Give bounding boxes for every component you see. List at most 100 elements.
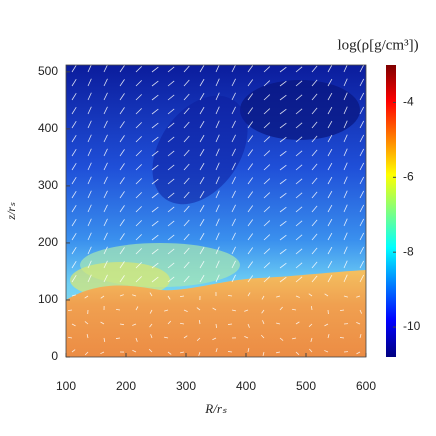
- velocity-vector: [71, 261, 77, 269]
- velocity-vector: [295, 80, 303, 87]
- velocity-vector: [183, 121, 190, 129]
- velocity-vector: [119, 93, 125, 101]
- velocity-vector: [311, 205, 318, 213]
- y-tick-label: 0: [51, 349, 58, 363]
- velocity-vector: [262, 351, 265, 356]
- velocity-vector: [215, 65, 220, 73]
- velocity-vector: [167, 262, 175, 269]
- velocity-vector: [327, 78, 333, 87]
- velocity-vector: [86, 334, 89, 339]
- velocity-vector: [71, 205, 77, 213]
- velocity-vector: [244, 335, 249, 339]
- velocity-vector: [199, 274, 205, 283]
- velocity-vector: [199, 78, 205, 87]
- velocity-vector: [103, 337, 106, 343]
- velocity-vector: [295, 206, 303, 213]
- velocity-vector: [311, 163, 318, 171]
- velocity-vector: [215, 348, 218, 353]
- velocity-vector: [359, 232, 365, 241]
- velocity-vector: [119, 177, 125, 185]
- y-tick-label: 200: [38, 235, 58, 249]
- velocity-vector: [260, 334, 265, 339]
- velocity-vector: [167, 150, 175, 157]
- velocity-vector: [308, 293, 313, 297]
- velocity-vector: [215, 204, 220, 213]
- velocity-vector: [311, 79, 318, 87]
- velocity-vector: [100, 295, 105, 299]
- velocity-vector: [327, 204, 333, 213]
- velocity-vector: [119, 205, 125, 213]
- velocity-vector: [343, 190, 348, 199]
- velocity-vector: [103, 260, 108, 269]
- velocity-vector: [247, 348, 250, 353]
- velocity-vector: [263, 276, 271, 283]
- velocity-vector: [199, 260, 205, 269]
- velocity-vector: [215, 106, 220, 115]
- velocity-vector: [327, 274, 333, 283]
- velocity-vector: [87, 260, 92, 269]
- y-tick-label: 500: [38, 64, 58, 78]
- velocity-vector: [327, 65, 333, 73]
- velocity-vector: [135, 306, 139, 311]
- velocity-vector: [311, 233, 318, 241]
- velocity-vector: [103, 190, 108, 199]
- velocity-vector: [180, 351, 185, 354]
- density-field: [66, 65, 366, 357]
- velocity-vector: [359, 78, 365, 87]
- velocity-vector: [135, 337, 138, 342]
- velocity-vector: [115, 337, 121, 339]
- velocity-vector: [295, 262, 303, 269]
- velocity-vector: [183, 163, 190, 171]
- velocity-vector: [231, 92, 236, 101]
- colorbar-tick-label: -8: [403, 244, 414, 258]
- velocity-vector: [215, 78, 220, 87]
- velocity-vector: [135, 150, 142, 157]
- x-tick-label: 600: [356, 379, 376, 393]
- velocity-vector: [343, 78, 348, 87]
- velocity-vector: [167, 122, 175, 129]
- velocity-vector: [87, 134, 92, 143]
- velocity-vector: [311, 191, 318, 199]
- velocity-vector: [263, 108, 271, 115]
- velocity-vector: [343, 65, 348, 73]
- velocity-vector: [199, 176, 205, 185]
- velocity-vector: [292, 337, 297, 340]
- velocity-vector: [119, 65, 125, 73]
- velocity-vector: [276, 351, 281, 354]
- velocity-vector: [103, 246, 108, 255]
- velocity-vector: [279, 136, 287, 143]
- velocity-vector: [311, 275, 318, 283]
- velocity-vector: [199, 92, 205, 101]
- velocity-vector: [151, 234, 159, 241]
- velocity-vector: [263, 150, 271, 157]
- velocity-vector: [327, 148, 333, 157]
- velocity-vector: [247, 205, 254, 213]
- velocity-vector: [135, 192, 142, 199]
- velocity-vector: [327, 134, 333, 143]
- velocity-vector: [135, 248, 142, 255]
- velocity-vector: [215, 120, 220, 129]
- velocity-vector: [164, 336, 169, 339]
- velocity-vector: [359, 334, 362, 339]
- velocity-vector: [71, 275, 77, 283]
- velocity-vector: [87, 162, 92, 171]
- velocity-vector: [199, 218, 205, 227]
- velocity-vector: [151, 276, 159, 283]
- velocity-vector: [295, 94, 303, 101]
- velocity-vector: [247, 135, 254, 143]
- velocity-vector: [343, 106, 348, 115]
- velocity-vector: [262, 320, 265, 325]
- velocity-vector: [343, 120, 348, 129]
- velocity-vector: [231, 162, 236, 171]
- velocity-vector: [87, 204, 92, 213]
- velocity-vector: [263, 94, 271, 101]
- velocity-vector: [103, 78, 108, 87]
- velocity-vector: [167, 248, 175, 255]
- velocity-vector: [167, 295, 171, 300]
- velocity-vector: [231, 309, 236, 312]
- velocity-vector: [71, 294, 76, 297]
- velocity-vector: [151, 94, 159, 101]
- velocity-vector: [247, 163, 254, 171]
- velocity-vector: [247, 292, 251, 297]
- velocity-vector: [119, 261, 125, 269]
